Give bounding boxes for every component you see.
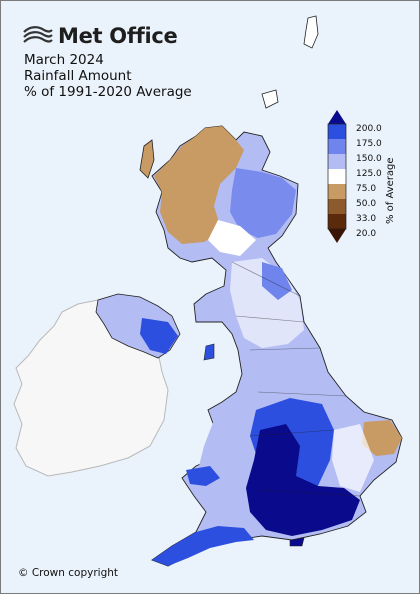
colorbar-top-extension (328, 110, 346, 124)
eastern-scotland-wet (230, 168, 296, 238)
north-west-scotland-dry (154, 126, 244, 244)
northern-ireland-wet-east (140, 318, 178, 354)
colorbar (327, 110, 347, 243)
swirl-logo-icon (23, 26, 53, 43)
copyright-notice: © Crown copyright (18, 567, 119, 579)
colorbar-band-75-125 (328, 169, 346, 184)
title-variable: Rainfall Amount (24, 68, 132, 84)
east-anglia-dry (362, 420, 402, 456)
colorbar-band-125-150 (328, 154, 346, 169)
colorbar-tick-label: 20.0 (356, 229, 377, 239)
orkney-islands (261, 89, 279, 109)
south-west-england (152, 526, 254, 566)
outer-hebrides (139, 139, 155, 179)
north-east-wet (262, 262, 292, 300)
colorbar-band-50-75 (328, 184, 346, 199)
title-month: March 2024 (24, 52, 104, 68)
colorbar-band-150-175 (328, 139, 346, 154)
colorbar-bottom-extension (328, 229, 346, 243)
colorbar-tick-label: 75.0 (356, 184, 377, 194)
wales (198, 414, 252, 482)
colorbar-tick-label: 175.0 (356, 139, 382, 149)
southern-england-very-wet (246, 424, 360, 536)
east-england (332, 424, 374, 492)
region-borders (231, 261, 361, 497)
colorbar-axis-label: % of Average (385, 157, 396, 224)
isle-of-wight (289, 537, 305, 547)
isle-of-man (203, 343, 215, 361)
central-belt-white (208, 220, 256, 256)
cornwall (186, 466, 220, 486)
colorbar-tick-label: 200.0 (356, 124, 382, 134)
colorbar-band-175-200 (328, 124, 346, 139)
map-title-block: March 2024 Rainfall Amount % of 1991-202… (24, 52, 192, 100)
met-office-brand: Met Office (22, 24, 178, 48)
met-office-wordmark: Met Office (58, 24, 178, 48)
colorbar-band-20-33 (328, 214, 346, 229)
colorbar-tick-label: 50.0 (356, 199, 377, 209)
colorbar-band-33-50 (328, 199, 346, 214)
title-baseline: % of 1991-2020 Average (24, 84, 192, 100)
colorbar-tick-label: 33.0 (356, 214, 377, 224)
colorbar-tick-label: 125.0 (356, 169, 382, 179)
shetland-islands (303, 15, 319, 49)
colorbar-tick-label: 150.0 (356, 154, 382, 164)
